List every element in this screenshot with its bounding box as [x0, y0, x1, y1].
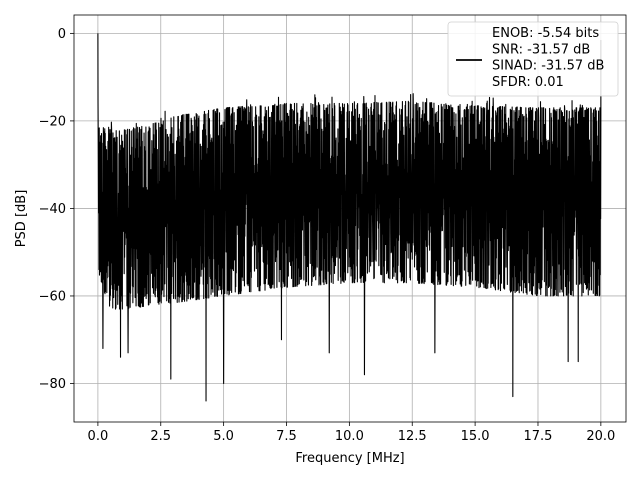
- y-tick-label: 0: [58, 27, 66, 42]
- legend-entry-line: ENOB: -5.54 bits: [492, 26, 599, 41]
- x-tick-label: 20.0: [586, 429, 615, 444]
- y-tick-label: −80: [39, 377, 66, 392]
- y-tick-label: −60: [39, 289, 66, 304]
- x-axis-label: Frequency [MHz]: [295, 451, 404, 466]
- series-psd-line: [97, 33, 602, 402]
- x-tick-label: 15.0: [461, 429, 490, 444]
- legend-entry-line: SFDR: 0.01: [492, 75, 564, 90]
- legend-entry-line: SINAD: -31.57 dB: [492, 59, 604, 74]
- legend-entry-line: SNR: -31.57 dB: [492, 42, 590, 57]
- x-tick-label: 10.0: [335, 429, 364, 444]
- x-tick-label: 5.0: [213, 429, 234, 444]
- x-tick-label: 2.5: [150, 429, 171, 444]
- psd-trace: [97, 33, 602, 402]
- y-tick-label: −40: [39, 202, 66, 217]
- x-tick-label: 0.0: [88, 429, 109, 444]
- axis-ticks: 0.0 2.5 5.0 7.5 10.0 12.5 15.0 17.5 20.0 0 −20 −40 −…: [39, 27, 616, 444]
- legend-box: [447, 21, 619, 97]
- plot-area-frame: [73, 14, 627, 423]
- x-tick-label: 12.5: [398, 429, 427, 444]
- x-tick-label: 17.5: [524, 429, 553, 444]
- y-tick-label: −20: [39, 114, 66, 129]
- x-tick-label: 7.5: [276, 429, 297, 444]
- y-axis-label: PSD [dB]: [14, 190, 29, 248]
